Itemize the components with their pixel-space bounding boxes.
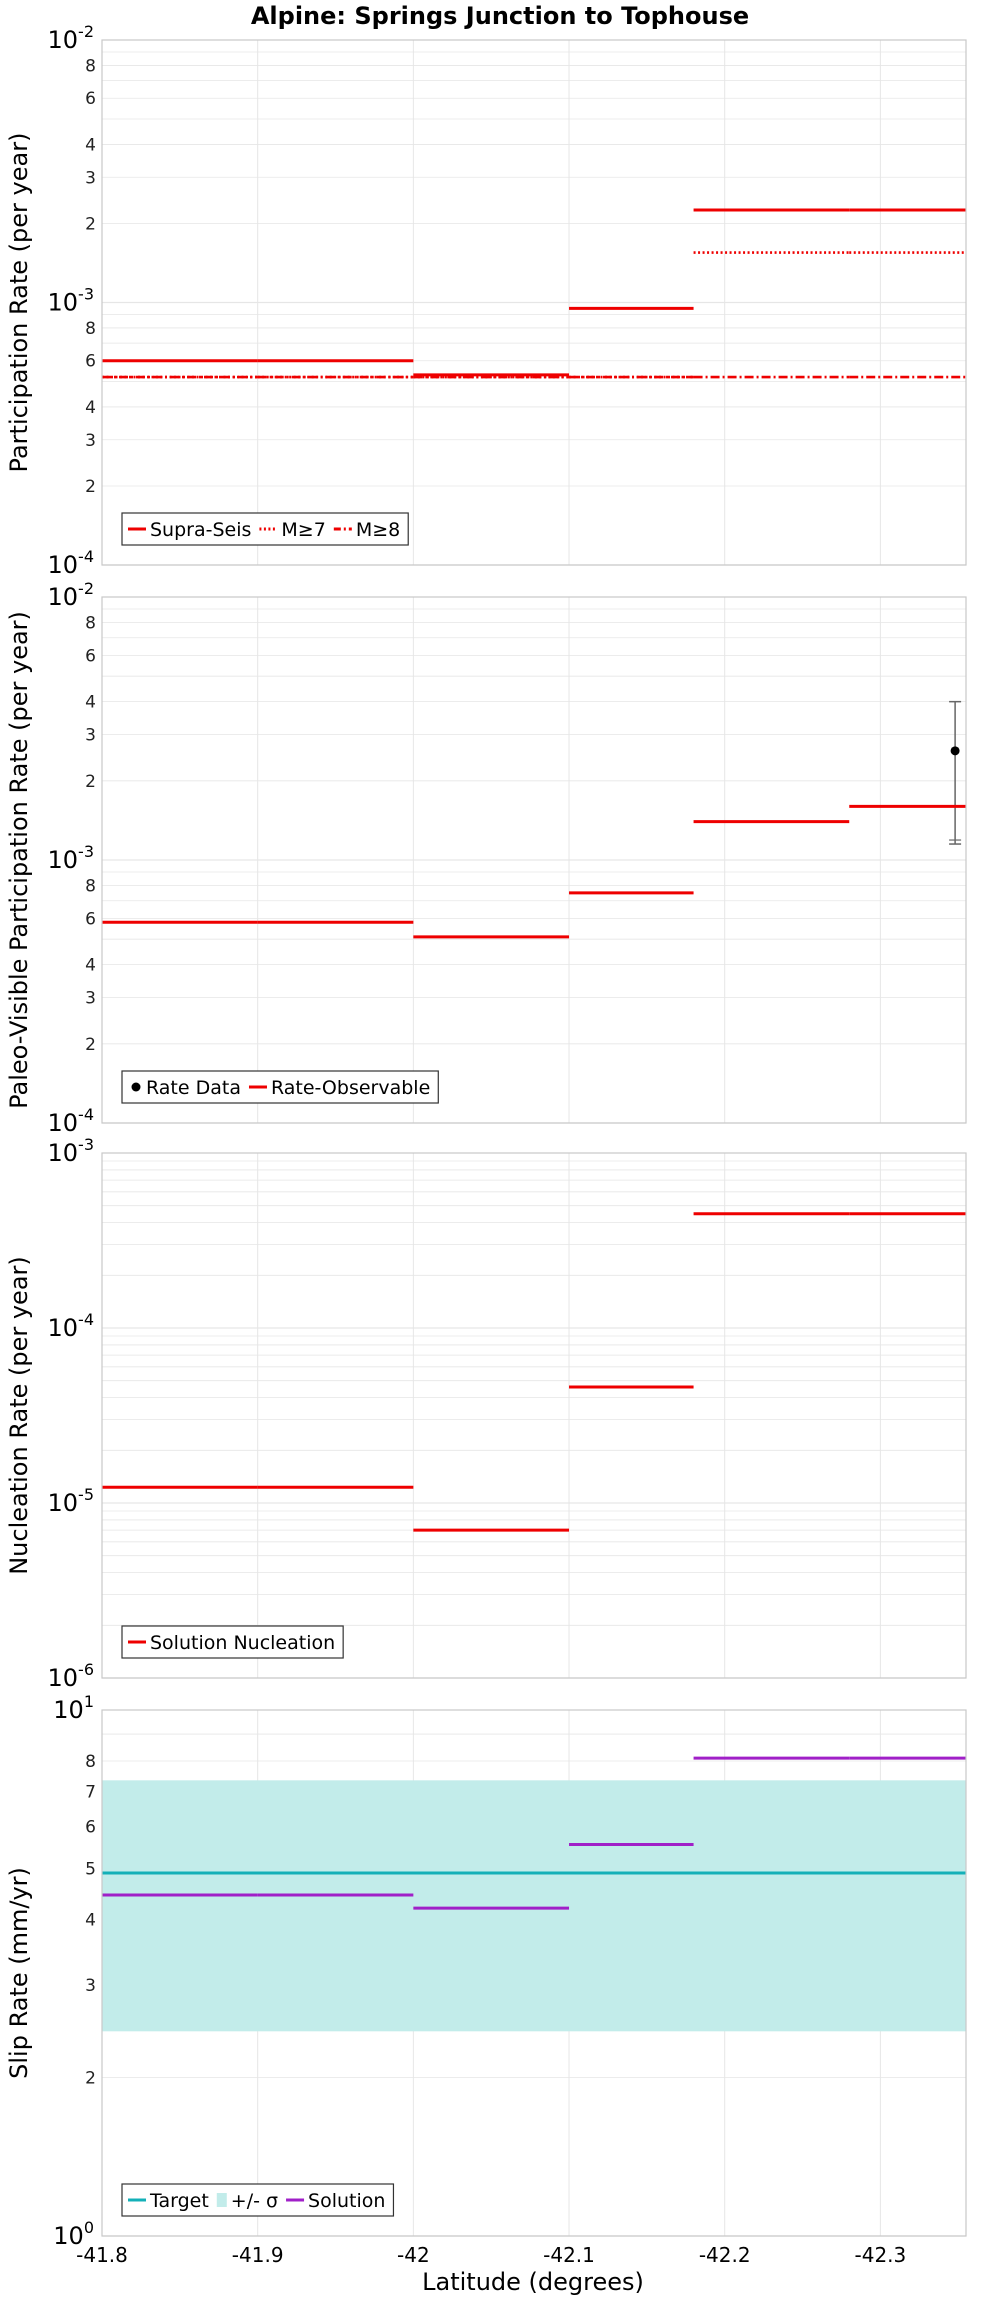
y-tick-label: 10-2	[48, 579, 95, 611]
y-minor-tick-label: 3	[85, 431, 96, 451]
y-minor-tick-label: 6	[85, 352, 96, 372]
y-minor-tick-label: 4	[85, 1910, 96, 1930]
panel-nucleation: 10-6 10-5 10-4 10-3 Nucleation Rate (per yea…	[5, 1135, 967, 1692]
x-tick-label: -42.3	[855, 2243, 907, 2267]
y-minor-tick-label: 6	[85, 1818, 96, 1838]
y-tick-label: 10-4	[48, 1105, 95, 1137]
legend-label: +/- σ	[231, 2190, 278, 2212]
legend: Supra-Seis M≥7 M≥8	[121, 512, 409, 546]
y-tick-label: 10-3	[48, 842, 95, 874]
y-minor-tick-label: 3	[85, 989, 96, 1009]
plot-frame	[101, 1152, 967, 1679]
y-minor-tick-label: 3	[85, 726, 96, 746]
y-minor-tick-label: 2	[85, 214, 96, 234]
y-minor-tick-label: 6	[85, 909, 96, 929]
y-minor-tick-label: 8	[85, 1752, 96, 1772]
y-axis-label: Participation Rate (per year)	[5, 133, 33, 473]
legend-box	[121, 2183, 395, 2217]
y-tick-label: 10-3	[48, 1135, 95, 1167]
y-minor-tick-label: 7	[85, 1782, 96, 1802]
y-minor-tick-label: 8	[85, 319, 96, 339]
legend: Rate Data Rate-Observable	[121, 1070, 439, 1104]
y-tick-label: 10-3	[48, 285, 95, 317]
plot-frame	[101, 1709, 967, 2237]
y-minor-tick-label: 8	[85, 56, 96, 76]
x-tick-label: -42.2	[699, 2243, 751, 2267]
y-tick-label: 10-4	[48, 547, 95, 579]
legend-label: Rate-Observable	[271, 1077, 430, 1099]
y-axis-label: Slip Rate (mm/yr)	[5, 1867, 33, 2079]
legend-label: M≥7	[281, 519, 325, 541]
x-tick-label: -41.9	[232, 2243, 284, 2267]
legend-label: M≥8	[356, 519, 400, 541]
y-minor-tick-label: 3	[85, 168, 96, 188]
legend-box	[121, 1070, 439, 1104]
y-tick-label: 10-6	[48, 1660, 95, 1692]
y-axis-label: Paleo-Visible Participation Rate (per ye…	[5, 611, 33, 1109]
legend-label: Solution	[308, 2190, 385, 2212]
y-minor-tick-label: 8	[85, 613, 96, 633]
x-tick-label: -42.1	[543, 2243, 595, 2267]
y-minor-tick-label: 6	[85, 89, 96, 109]
legend-marker	[216, 2193, 227, 2207]
panel-paleo: 10-4 10-3 10-2 2 3 4 6 8 2 3 4 6 8 Paleo-Visible Part…	[5, 579, 967, 1137]
y-minor-tick-label: 4	[85, 398, 96, 418]
y-minor-tick-label: 8	[85, 876, 96, 896]
legend-label: Solution Nucleation	[150, 1632, 335, 1654]
legend-marker	[131, 1082, 141, 1092]
legend: Target +/- σ Solution	[121, 2183, 395, 2217]
y-minor-tick-label: 4	[85, 135, 96, 155]
y-axis-label: Nucleation Rate (per year)	[5, 1256, 33, 1575]
y-tick-label: 10-2	[48, 22, 95, 54]
y-minor-tick-label: 4	[85, 956, 96, 976]
x-axis-label: Latitude (degrees)	[422, 2268, 644, 2296]
y-minor-tick-label: 3	[85, 1976, 96, 1996]
y-minor-tick-label: 2	[85, 772, 96, 792]
y-minor-tick-label: 6	[85, 646, 96, 666]
y-minor-tick-label: 2	[85, 477, 96, 497]
data-point	[950, 746, 960, 756]
legend-label: Supra-Seis	[150, 519, 251, 541]
y-minor-tick-label: 5	[85, 1859, 96, 1879]
y-tick-label: 101	[53, 1692, 94, 1724]
plot-frame	[101, 39, 967, 566]
y-tick-label: 10-5	[48, 1485, 95, 1517]
y-minor-tick-label: 2	[85, 1035, 96, 1055]
legend: Solution Nucleation	[121, 1625, 344, 1659]
legend-label: Target	[149, 2190, 209, 2212]
x-tick-label: -42	[397, 2243, 430, 2267]
x-tick-label: -41.8	[76, 2243, 128, 2267]
plot-frame	[101, 596, 967, 1124]
y-tick-label: 10-4	[48, 1310, 95, 1342]
y-minor-tick-label: 2	[85, 2069, 96, 2089]
legend-label: Rate Data	[146, 1077, 241, 1099]
legend-box	[121, 1625, 344, 1659]
panel-participation: 10-4 10-3 10-2 2 3 4 6 8 2 3 4 6 8 Participation Rate…	[5, 22, 967, 579]
y-minor-tick-label: 4	[85, 693, 96, 713]
figure-title: Alpine: Springs Junction to Tophouse	[251, 2, 749, 30]
plot-area	[102, 1153, 966, 1678]
sigma-band	[102, 1780, 966, 2032]
